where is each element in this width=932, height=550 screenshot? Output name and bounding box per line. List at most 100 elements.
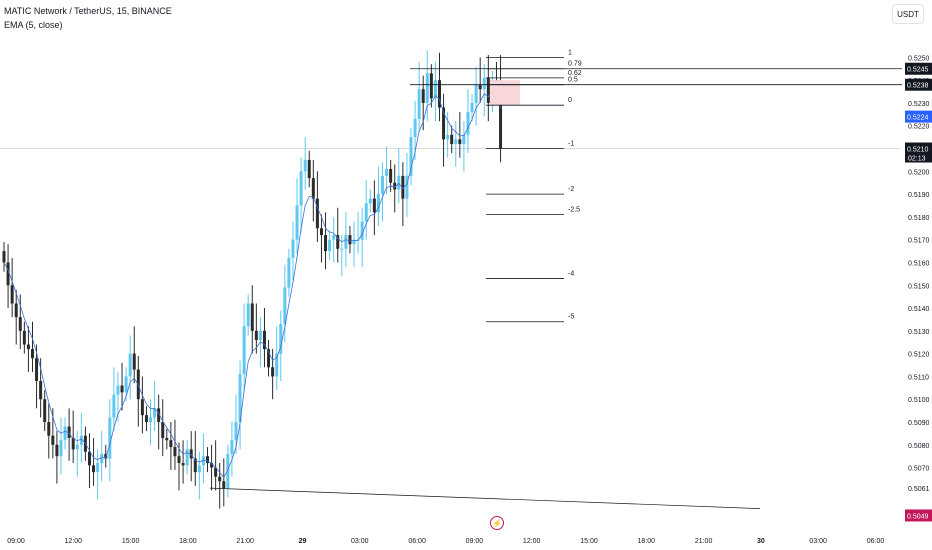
candle <box>230 440 234 454</box>
candle <box>324 235 328 252</box>
candle <box>22 330 26 345</box>
candle <box>169 440 173 448</box>
candle <box>299 171 303 206</box>
candle <box>238 374 242 422</box>
candle <box>92 465 96 473</box>
candle <box>340 248 344 250</box>
symbol-title[interactable]: MATIC Network / TetherUS, 15, BINANCE <box>4 6 172 16</box>
candle <box>254 330 258 340</box>
candle <box>381 175 385 195</box>
candle <box>87 451 91 466</box>
x-tick-label: 06:00 <box>867 538 885 545</box>
candle <box>149 417 153 422</box>
candle <box>364 203 368 222</box>
candle <box>291 239 295 258</box>
candle <box>75 444 79 450</box>
candle <box>437 80 441 108</box>
candle <box>417 89 421 119</box>
candle <box>258 330 262 340</box>
candle <box>397 175 401 190</box>
price-label-bg <box>905 78 932 91</box>
current-price-label-bg <box>905 142 932 163</box>
candle <box>67 426 71 438</box>
low-price-label-bg <box>905 509 932 522</box>
candle <box>372 198 376 213</box>
y-tick-label: 0.5150 <box>908 283 930 290</box>
candle <box>197 465 201 473</box>
candle <box>120 385 124 393</box>
candle <box>482 77 486 90</box>
ema-price-label: 0.5224 <box>907 115 929 122</box>
candle <box>348 235 352 245</box>
x-tick-label: 30 <box>757 538 765 545</box>
candle <box>226 453 230 489</box>
price-label: 0.5238 <box>907 83 929 90</box>
chart-legend: MATIC Network / TetherUS, 15, BINANCE EM… <box>4 4 172 32</box>
candle <box>35 358 39 381</box>
candle <box>262 330 266 350</box>
candle <box>2 251 6 263</box>
candle <box>140 399 144 416</box>
candle <box>193 458 197 473</box>
x-tick-label: 03:00 <box>809 538 827 545</box>
candle <box>132 353 136 370</box>
trendline <box>209 487 761 509</box>
y-tick-label: 0.5090 <box>908 420 930 427</box>
y-tick-label: 0.5180 <box>908 215 930 222</box>
candle <box>442 107 446 140</box>
candle <box>275 353 279 377</box>
candle <box>421 89 425 103</box>
candle <box>315 198 319 229</box>
y-tick-label: 0.5080 <box>908 443 930 450</box>
candle <box>393 182 397 190</box>
candle <box>344 235 348 249</box>
candle <box>201 456 205 466</box>
ema-line <box>3 87 501 479</box>
x-tick-label: 03:00 <box>351 538 369 545</box>
countdown-label: 02:13 <box>908 156 926 163</box>
candle <box>128 353 132 377</box>
candle <box>218 476 222 482</box>
fib-level-label: -2 <box>568 186 574 193</box>
current-price-label: 0.5210 <box>907 147 929 154</box>
candle <box>234 422 238 441</box>
candle <box>206 456 209 464</box>
candle <box>47 422 51 436</box>
fib-level-label: 0.5 <box>568 77 578 84</box>
candle <box>246 303 250 327</box>
x-tick-label: 15:00 <box>122 538 140 545</box>
candle <box>389 169 393 183</box>
candle <box>271 367 275 377</box>
candle <box>295 205 299 240</box>
candle <box>79 435 83 445</box>
ema-indicator-label[interactable]: EMA (5, close) <box>4 20 63 30</box>
candle <box>279 324 283 354</box>
currency-button[interactable]: USDT <box>892 4 924 24</box>
candle <box>185 449 189 466</box>
candle <box>425 73 429 103</box>
fib-level-label: -5 <box>568 314 574 321</box>
candle <box>26 344 30 350</box>
candle <box>336 235 340 249</box>
x-tick-label: 21:00 <box>695 538 713 545</box>
x-tick-label: 06:00 <box>408 538 426 545</box>
candle <box>51 435 55 445</box>
candle <box>165 437 169 441</box>
x-tick-label: 09:00 <box>7 538 25 545</box>
y-tick-label: 0.5120 <box>908 352 930 359</box>
candle <box>63 426 67 441</box>
candle <box>6 262 10 286</box>
lightning-icon[interactable]: ⚡ <box>490 516 504 530</box>
y-tick-label: 0.5061 <box>908 486 930 493</box>
candle <box>307 159 311 179</box>
y-tick-label: 0.5130 <box>908 329 930 336</box>
candle <box>360 221 364 240</box>
candle <box>470 102 474 113</box>
x-tick-label: 15:00 <box>580 538 598 545</box>
y-tick-label: 0.5250 <box>908 55 930 62</box>
candle <box>210 463 214 468</box>
candle <box>55 444 59 457</box>
candle <box>161 422 165 438</box>
candle <box>474 84 478 103</box>
